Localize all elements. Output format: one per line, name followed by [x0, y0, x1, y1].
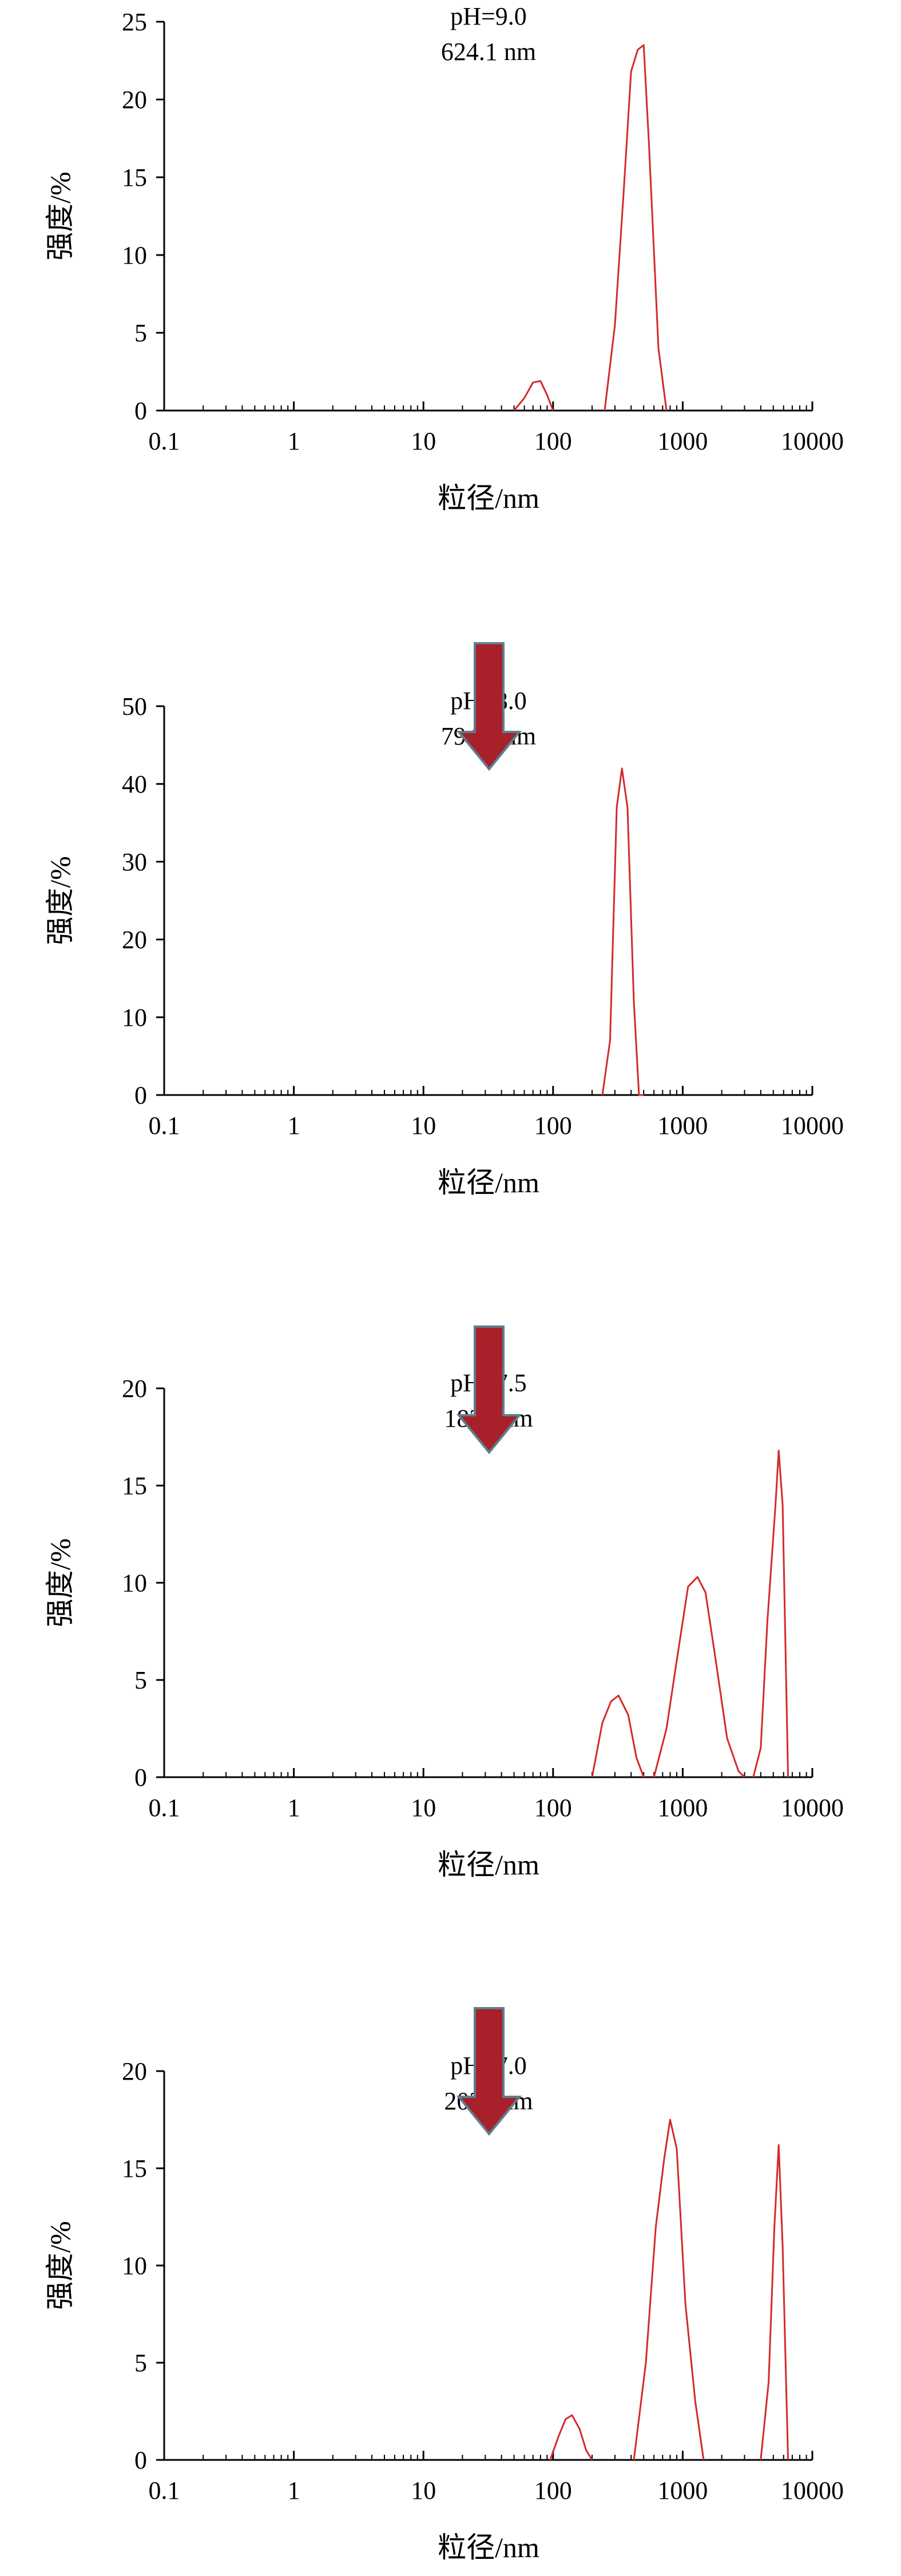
chart-panel-1: 0 5 10 15 20 25 0.1 1 10 100 1000 10000 粒径/nm 强度/% pH=…	[44, 2, 844, 514]
x-tick-label: 1000	[657, 1112, 708, 1140]
series-line-1	[591, 1694, 645, 1778]
x-tick-label: 1000	[657, 2477, 708, 2505]
y-tick-label: 0	[134, 397, 147, 425]
x-tick-label: 100	[534, 1794, 572, 1822]
y-tick-label: 5	[134, 2349, 147, 2377]
x-tick-label: 1000	[657, 427, 708, 455]
y-tick-label: 20	[122, 1375, 147, 1403]
x-axis-label: 粒径/nm	[438, 482, 539, 514]
x-tick-label: 100	[534, 1112, 572, 1140]
chart-annotation: pH=9.0	[450, 2, 527, 30]
x-tick-label: 0.1	[149, 1794, 180, 1822]
series-line-1	[549, 2414, 593, 2460]
series-line-1	[601, 767, 644, 1096]
y-tick-label: 10	[122, 241, 147, 269]
x-tick-label: 10000	[781, 427, 844, 455]
x-tick-label: 1	[288, 427, 300, 455]
x-tick-label: 10	[411, 1112, 436, 1140]
y-axis-label: 强度/%	[44, 2221, 76, 2310]
chart-panel-3: 051015200.1110100100010000粒径/nm强度/%pH=7.…	[44, 1369, 844, 1881]
y-tick-label: 40	[122, 770, 147, 798]
x-axis-label: 粒径/nm	[438, 2531, 539, 2563]
x-axis-label: 粒径/nm	[438, 1166, 539, 1199]
y-tick-label: 25	[122, 8, 147, 36]
y-tick-label: 5	[134, 1666, 147, 1694]
chart-panel-4: 051015200.1110100100010000粒径/nm强度/%pH=7.…	[44, 2052, 844, 2563]
y-tick-label: 15	[122, 2155, 147, 2183]
series-line-2	[633, 2119, 705, 2460]
x-tick-label: 10	[411, 2477, 436, 2505]
y-tick-label: 20	[122, 86, 147, 114]
down-arrow-3	[456, 2007, 522, 2136]
x-tick-label: 1	[288, 1112, 300, 1140]
x-tick-label: 10000	[781, 2477, 844, 2505]
y-tick-label: 0	[134, 1081, 147, 1109]
x-tick-label: 10000	[781, 1112, 844, 1140]
y-axis-label: 强度/%	[44, 856, 76, 945]
x-tick-label: 0.1	[149, 1112, 180, 1140]
series-line-2	[653, 1576, 745, 1778]
series-line-3	[760, 2144, 789, 2460]
chart-annotation: 624.1 nm	[441, 38, 536, 66]
y-axis-label: 强度/%	[44, 1538, 76, 1627]
x-tick-label: 1	[288, 1794, 300, 1822]
y-tick-label: 10	[122, 1004, 147, 1032]
series-line-3	[752, 1450, 789, 1778]
chart-panel-2: 010203040500.1110100100010000粒径/nm强度/%pH…	[44, 687, 844, 1199]
x-tick-label: 1000	[657, 1794, 708, 1822]
series-line-1	[513, 380, 554, 411]
y-tick-label: 0	[134, 2446, 147, 2474]
y-tick-label: 20	[122, 2057, 147, 2085]
x-tick-label: 10	[411, 427, 436, 455]
x-tick-label: 0.1	[149, 427, 180, 455]
y-axis-label: 强度/%	[44, 172, 76, 261]
y-tick-label: 50	[122, 692, 147, 720]
x-tick-label: 100	[534, 2477, 572, 2505]
x-tick-label: 1	[288, 2477, 300, 2505]
x-tick-label: 10000	[781, 1794, 844, 1822]
y-tick-label: 10	[122, 1569, 147, 1597]
x-tick-label: 100	[534, 427, 572, 455]
x-tick-label: 0.1	[149, 2477, 180, 2505]
x-tick-label: 10	[411, 1794, 436, 1822]
x-axis-label: 粒径/nm	[438, 1849, 539, 1881]
y-tick-label: 15	[122, 164, 147, 192]
y-tick-label: 15	[122, 1472, 147, 1500]
y-tick-label: 20	[122, 926, 147, 954]
down-arrow-2	[456, 1325, 522, 1455]
down-arrow-1	[456, 642, 522, 771]
y-tick-label: 0	[134, 1763, 147, 1791]
y-tick-label: 10	[122, 2252, 147, 2280]
y-tick-label: 5	[134, 319, 147, 347]
series-line-2	[604, 44, 668, 411]
y-tick-label: 30	[122, 848, 147, 876]
